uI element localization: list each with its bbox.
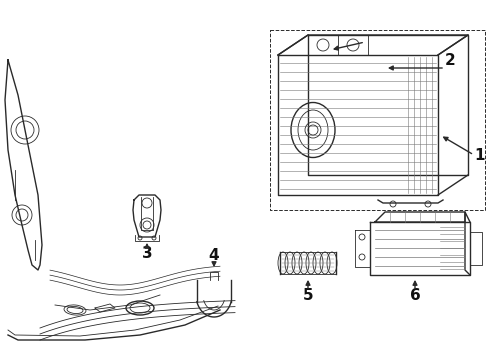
Text: 1: 1 bbox=[475, 148, 485, 162]
Text: 4: 4 bbox=[209, 248, 220, 264]
Text: 2: 2 bbox=[444, 53, 455, 68]
Text: 5: 5 bbox=[303, 288, 313, 302]
Text: 6: 6 bbox=[410, 288, 420, 302]
Text: 3: 3 bbox=[142, 246, 152, 261]
